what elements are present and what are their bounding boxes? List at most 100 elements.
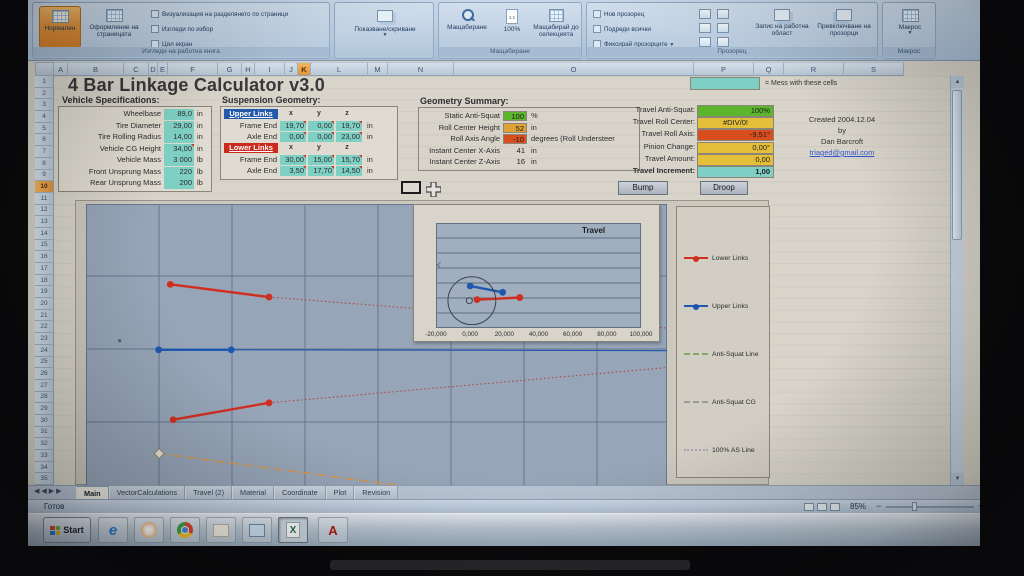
row-header-3[interactable]: 3 [35,99,54,112]
last-sheet-icon[interactable]: ▶ [56,488,64,495]
geometry-value-cell[interactable]: 19,70 [336,120,362,131]
app-icon[interactable] [242,517,272,543]
sheet-tab-vectorcalculations[interactable]: VectorCalculations [108,486,186,500]
save-workspace-button[interactable]: Запис на работна област [753,6,811,48]
macro-button[interactable]: Макрос ▼ [888,6,932,48]
sheet-tab-travel-2-[interactable]: Travel (2) [185,486,233,500]
column-header-P[interactable]: P [694,62,754,76]
sheet-tab-revision[interactable]: Revision [354,486,399,500]
column-header-J[interactable]: J [285,62,298,76]
zoom-in-icon[interactable]: + [978,501,980,511]
geometry-value-cell[interactable]: 23,00 [336,131,362,142]
row-header-1[interactable]: 1 [35,76,54,88]
zoom-button[interactable]: Мащабиране [442,6,492,48]
hide-button[interactable] [699,23,711,33]
column-header-H[interactable]: H [242,62,255,76]
row-header-17[interactable]: 17 [35,263,54,275]
chrome-icon[interactable] [170,517,200,543]
column-header-K[interactable]: K [298,62,311,76]
row-header-30[interactable]: 30 [35,414,54,427]
spec-value-cell[interactable]: 89,0 [164,109,194,120]
summary-value-cell[interactable]: 41 [516,145,525,155]
unhide-button[interactable] [699,37,711,47]
start-button[interactable]: Start [43,517,91,543]
column-header-M[interactable]: M [368,62,388,76]
row-header-29[interactable]: 29 [35,403,54,415]
select-all-corner[interactable] [35,62,54,76]
ie-icon[interactable]: e [98,517,128,543]
spec-value-cell[interactable]: 34,00 [164,143,194,155]
row-header-8[interactable]: 8 [35,157,54,170]
bump-button[interactable]: Bump [618,181,668,195]
geometry-value-cell[interactable]: 15,70 [336,155,362,165]
vertical-scroll-thumb[interactable] [952,90,962,240]
row-header-13[interactable]: 13 [35,216,54,228]
switch-windows-button[interactable]: Превключване на прозорци [815,6,873,48]
chart-legend[interactable]: Lower Links Upper Links Anti-Squat Line … [676,206,770,478]
row-header-35[interactable]: 35 [35,473,54,486]
row-header-16[interactable]: 16 [35,251,54,263]
sheet-tab-plot[interactable]: Plot [325,486,355,500]
normal-view-button[interactable]: Нормален [39,6,81,48]
geometry-value-cell[interactable]: 0,00 [308,131,334,142]
scroll-down-icon[interactable]: ▼ [951,473,964,485]
spec-value-cell[interactable]: 220 [164,166,194,178]
zoom-slider-handle[interactable] [912,502,917,511]
row-header-20[interactable]: 20 [35,298,54,310]
row-header-31[interactable]: 31 [35,426,54,439]
normal-view-icon[interactable] [804,503,814,511]
row-header-27[interactable]: 27 [35,379,54,392]
spec-value-cell[interactable]: 3 000 [164,155,194,166]
column-header-L[interactable]: L [311,62,368,76]
spec-value-cell[interactable]: 29,00 [164,120,194,132]
column-header-R[interactable]: R [784,62,844,76]
row-header-7[interactable]: 7 [35,146,54,158]
row-header-23[interactable]: 23 [35,333,54,345]
column-header-S[interactable]: S [844,62,904,76]
media-player-icon[interactable]: ▶ [134,517,164,543]
zoom-100-button[interactable]: 1:1 100% [494,6,530,48]
notes-icon[interactable] [206,517,236,543]
sheet-tab-main[interactable]: Main [76,486,109,500]
author-email-link[interactable]: triaged@gmail.com [809,148,875,157]
row-header-4[interactable]: 4 [35,111,54,123]
geometry-value-cell[interactable]: 15,00 [308,155,334,165]
vertical-scrollbar[interactable]: ▲ ▼ [950,76,964,485]
geometry-value-cell[interactable]: 0,00 [308,120,334,131]
travel-value-cell[interactable]: 0,00 [697,153,774,166]
prev-sheet-icon[interactable]: ◀ [41,488,49,495]
column-header-Q[interactable]: Q [754,62,784,76]
column-header-B[interactable]: B [68,62,124,76]
column-header-A[interactable]: A [54,62,68,76]
travel-value-cell[interactable]: 100% [697,105,774,117]
new-window-button[interactable]: Нов прозорец [593,10,644,18]
show-hide-button[interactable]: Показване/скриване ▼ [339,7,431,49]
column-header-C[interactable]: C [124,62,149,76]
arrange-all-button[interactable]: Подреди всички [593,25,651,33]
row-header-28[interactable]: 28 [35,391,54,404]
zoom-out-icon[interactable]: − [876,501,882,511]
sheet-tab-material[interactable]: Material [232,486,274,500]
geometry-value-cell[interactable]: 3,50 [280,166,306,176]
row-header-2[interactable]: 2 [35,87,54,100]
travel-value-cell[interactable]: 1,00 [697,166,774,178]
next-sheet-icon[interactable]: ▶ [48,488,57,495]
summary-value-cell[interactable]: 100 [503,111,527,121]
zoom-slider[interactable] [886,506,974,508]
geometry-value-cell[interactable]: 30,00 [280,155,306,165]
summary-value-cell[interactable]: 16 [516,157,525,166]
scroll-up-icon[interactable]: ▲ [951,76,964,88]
droop-button[interactable]: Droop [700,181,748,195]
zoom-percent-text[interactable]: 85% [850,502,867,511]
tab-navigation-buttons[interactable]: ◀◀▶▶ [34,487,64,495]
geometry-value-cell[interactable]: 19,70 [280,120,306,131]
row-header-24[interactable]: 24 [35,344,54,357]
autocad-icon[interactable]: A [318,517,348,543]
inset-chart-plot-area[interactable] [436,223,641,328]
row-header-6[interactable]: 6 [35,134,54,147]
column-header-I[interactable]: I [255,62,285,76]
row-header-11[interactable]: 11 [35,192,54,205]
row-header-32[interactable]: 32 [35,438,54,450]
page-break-preview-button[interactable]: Визуализация на разделянето по страници [151,10,288,18]
row-header-34[interactable]: 34 [35,461,54,474]
